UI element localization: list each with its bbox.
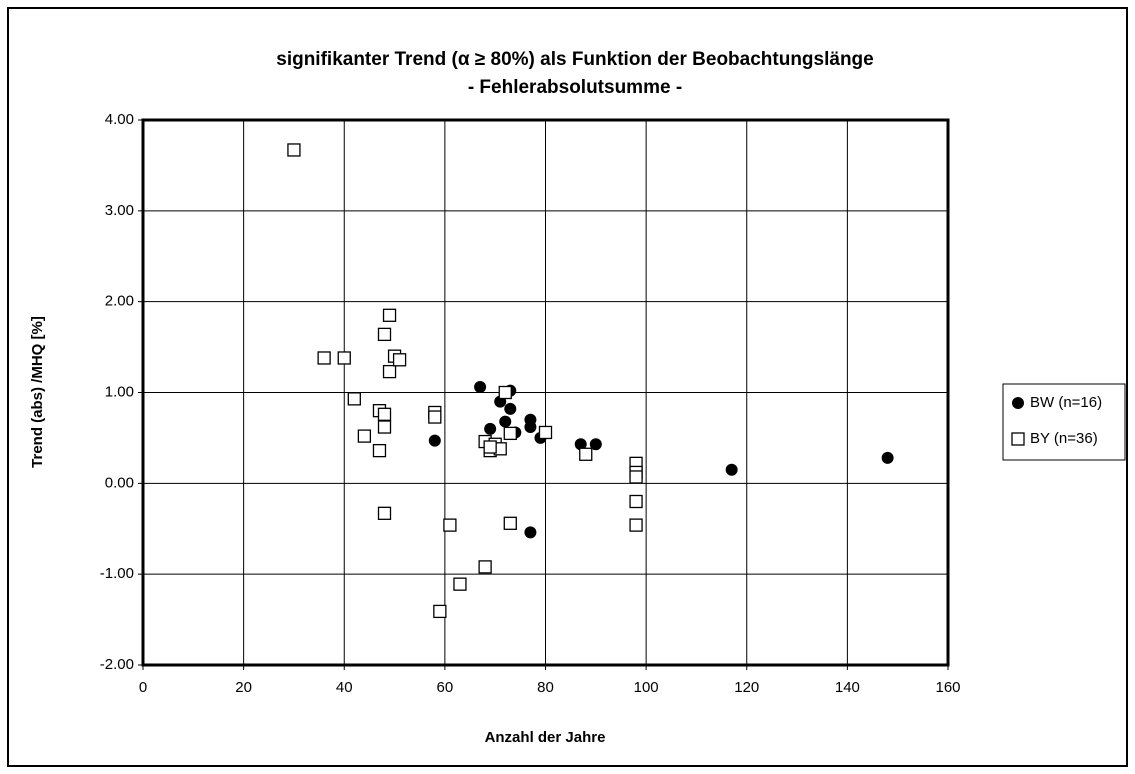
x-tick-label: 20 [235, 679, 252, 696]
legend-marker [1011, 432, 1025, 446]
point [337, 351, 351, 365]
x-tick-label: 60 [437, 679, 454, 696]
point [629, 494, 643, 509]
point [629, 470, 643, 484]
y-tick-label: -2.00 [100, 656, 134, 673]
point [524, 421, 537, 434]
legend-label: BY (n=36) [1030, 430, 1098, 447]
legend-box [1002, 383, 1126, 461]
plot-area [141, 118, 950, 667]
point [357, 429, 372, 443]
x-tick-label: 0 [139, 679, 147, 696]
point [317, 351, 331, 365]
chart-frame [7, 7, 1128, 767]
x-tick-label: 140 [835, 679, 860, 696]
x-tick-label: 160 [935, 679, 960, 696]
point [287, 143, 301, 157]
point [725, 463, 738, 476]
chart-title: signifikanter Trend (α ≥ 80%) als Funkti… [276, 49, 873, 70]
point [503, 516, 517, 530]
point [474, 381, 487, 394]
point [428, 434, 441, 447]
x-tick-label: 100 [634, 679, 659, 696]
y-tick-label: -1.00 [100, 565, 134, 582]
point [629, 518, 643, 532]
point [524, 526, 537, 539]
chart-subtitle: - Fehlerabsolutsumme - [468, 77, 682, 98]
point [382, 308, 397, 322]
point [881, 451, 894, 464]
y-tick-label: 2.00 [105, 293, 134, 310]
legend-marker [1012, 397, 1024, 409]
point [499, 415, 512, 428]
point [377, 506, 392, 520]
point [443, 518, 457, 532]
x-tick-label: 40 [336, 679, 353, 696]
x-axis-label: Anzahl der Jahre [485, 729, 606, 746]
legend-label: BW (n=16) [1030, 394, 1102, 411]
y-tick-label: 4.00 [105, 111, 134, 128]
point [347, 392, 361, 406]
point [377, 327, 392, 342]
y-tick-label: 0.00 [105, 474, 134, 491]
point [483, 440, 497, 454]
point [503, 426, 517, 441]
point [484, 422, 497, 435]
y-tick-label: 1.00 [105, 383, 134, 400]
point [574, 438, 587, 451]
point [498, 385, 512, 400]
point [428, 410, 442, 424]
point [433, 604, 447, 619]
y-tick-label: 3.00 [105, 202, 134, 219]
point [377, 420, 392, 434]
point [579, 447, 593, 461]
point [377, 407, 392, 421]
point [589, 438, 602, 451]
point [538, 425, 553, 440]
point [392, 353, 407, 367]
point [453, 577, 467, 591]
point [382, 364, 397, 379]
x-tick-label: 120 [734, 679, 759, 696]
point [504, 402, 517, 415]
y-axis-label: Trend (abs) /MHQ [%] [29, 316, 46, 468]
point [372, 443, 387, 458]
x-tick-label: 80 [537, 679, 554, 696]
point [478, 560, 492, 574]
